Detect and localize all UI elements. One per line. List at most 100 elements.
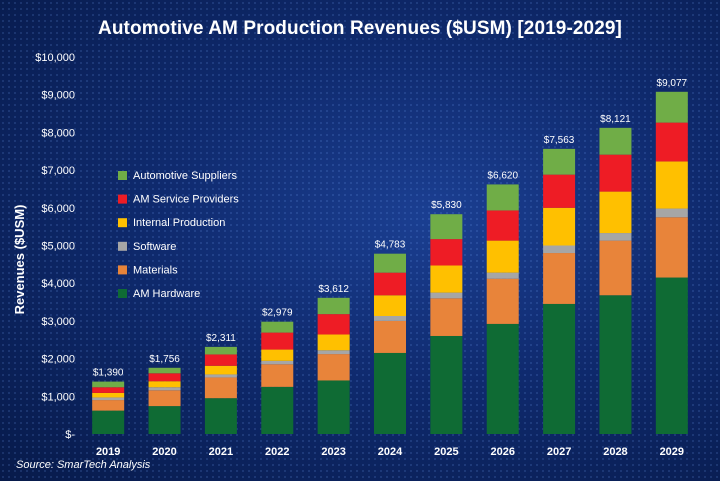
x-tick-label: 2029 bbox=[660, 446, 684, 458]
y-tick-label: $6,000 bbox=[41, 203, 75, 215]
bar-segment-automotive-suppliers bbox=[317, 297, 350, 315]
bar-total-label: $3,612 bbox=[318, 284, 349, 295]
bar-segment-am-service-providers bbox=[430, 239, 463, 266]
bar-segment-internal-production bbox=[430, 265, 463, 293]
bar-segment-software bbox=[430, 292, 463, 299]
bar-segment-software bbox=[655, 208, 688, 218]
bar-segment-am-hardware bbox=[148, 406, 181, 434]
bar-segment-software bbox=[374, 315, 406, 321]
bar-segment-software bbox=[92, 397, 125, 401]
bar-segment-internal-production bbox=[261, 349, 294, 361]
bar-segment-software bbox=[543, 245, 576, 254]
bar-segment-software bbox=[317, 350, 350, 355]
bar-total-label: $2,311 bbox=[206, 333, 236, 344]
chart-title: Automotive AM Production Revenues ($USM)… bbox=[98, 18, 622, 39]
bar-segment-automotive-suppliers bbox=[204, 346, 237, 355]
bar-segment-am-service-providers bbox=[374, 272, 406, 296]
bar-segment-am-hardware bbox=[655, 277, 688, 434]
bar-segment-am-hardware bbox=[317, 380, 350, 434]
bar-segment-software bbox=[599, 233, 632, 241]
y-axis-label: Revenues ($USM) bbox=[12, 205, 27, 315]
bar-segment-internal-production bbox=[148, 381, 181, 388]
bar-total-label: $5,830 bbox=[431, 200, 462, 211]
bar-segment-materials bbox=[655, 217, 688, 278]
bar-segment-am-hardware bbox=[261, 386, 294, 434]
legend-label: AM Hardware bbox=[133, 288, 200, 300]
legend-swatch bbox=[118, 241, 127, 251]
bar-segment-internal-production bbox=[655, 161, 688, 209]
bar-segment-am-hardware bbox=[486, 323, 519, 434]
y-tick-label: $4,000 bbox=[41, 278, 75, 290]
legend-label: Internal Production bbox=[133, 217, 225, 229]
bar-total-label: $6,620 bbox=[487, 170, 518, 181]
bar-total-label: $1,390 bbox=[93, 368, 124, 379]
legend-swatch bbox=[118, 194, 127, 204]
legend-swatch bbox=[118, 289, 127, 298]
bar-segment-materials bbox=[92, 400, 125, 411]
bar-segment-am-service-providers bbox=[599, 154, 632, 192]
bar-segment-am-hardware bbox=[204, 398, 237, 434]
bar-segment-automotive-suppliers bbox=[655, 91, 688, 123]
bar-segment-internal-production bbox=[599, 191, 632, 234]
legend-swatch bbox=[118, 171, 127, 180]
bar-segment-internal-production bbox=[486, 240, 519, 273]
x-tick-label: 2023 bbox=[321, 446, 345, 458]
bar-segment-software bbox=[204, 374, 237, 378]
bar-segment-automotive-suppliers bbox=[486, 184, 519, 211]
bar-segment-internal-production bbox=[374, 295, 406, 316]
bar-segment-materials bbox=[317, 354, 350, 381]
bar-total-label: $4,783 bbox=[375, 240, 406, 251]
x-tick-label: 2024 bbox=[378, 446, 403, 458]
bar-segment-internal-production bbox=[92, 392, 125, 398]
y-tick-label: $9,000 bbox=[41, 90, 75, 102]
bar-segment-automotive-suppliers bbox=[92, 381, 125, 388]
x-tick-label: 2021 bbox=[209, 446, 233, 458]
bar-segment-materials bbox=[599, 240, 632, 296]
legend-swatch bbox=[118, 218, 127, 228]
bar-segment-am-hardware bbox=[430, 335, 463, 434]
y-tick-label: $10,000 bbox=[35, 52, 75, 64]
bar-segment-am-service-providers bbox=[486, 210, 519, 241]
bar-segment-materials bbox=[486, 278, 519, 324]
y-tick-label: $1,000 bbox=[41, 391, 75, 403]
x-tick-label: 2022 bbox=[265, 446, 289, 458]
bar-segment-am-service-providers bbox=[92, 387, 125, 393]
bar-segment-am-service-providers bbox=[317, 314, 350, 335]
bar-total-label: $2,979 bbox=[262, 308, 293, 319]
bar-segment-automotive-suppliers bbox=[374, 253, 406, 273]
bar-segment-am-service-providers bbox=[204, 354, 237, 366]
bar-segment-internal-production bbox=[204, 365, 237, 375]
bar-segment-automotive-suppliers bbox=[148, 367, 181, 374]
bar-segment-materials bbox=[430, 298, 463, 336]
bar-segment-am-hardware bbox=[92, 410, 125, 434]
legend-label: AM Service Providers bbox=[133, 194, 239, 206]
y-tick-label: $8,000 bbox=[41, 127, 75, 139]
bar-segment-materials bbox=[374, 320, 406, 353]
bar-segment-automotive-suppliers bbox=[543, 148, 576, 175]
bar-segment-automotive-suppliers bbox=[261, 321, 294, 333]
bar-segment-internal-production bbox=[317, 334, 350, 351]
bar-total-label: $9,077 bbox=[657, 78, 688, 89]
x-tick-label: 2027 bbox=[547, 446, 571, 458]
bar-segment-software bbox=[486, 272, 519, 279]
bar-segment-am-service-providers bbox=[543, 174, 576, 208]
bar-segment-am-service-providers bbox=[655, 122, 688, 162]
legend-label: Materials bbox=[133, 264, 178, 276]
y-tick-label: $- bbox=[65, 429, 75, 441]
legend-label: Automotive Suppliers bbox=[133, 170, 237, 182]
x-tick-label: 2028 bbox=[603, 446, 627, 458]
bar-segment-materials bbox=[261, 364, 294, 387]
bar-total-label: $1,756 bbox=[149, 354, 180, 365]
bar-segment-automotive-suppliers bbox=[599, 127, 632, 155]
bar-segment-am-hardware bbox=[543, 303, 576, 434]
legend-swatch bbox=[118, 265, 127, 275]
y-tick-label: $3,000 bbox=[41, 316, 75, 328]
bar-segment-materials bbox=[543, 253, 576, 304]
bar-segment-software bbox=[148, 387, 181, 391]
y-tick-label: $2,000 bbox=[41, 354, 75, 366]
bar-segment-software bbox=[261, 360, 294, 365]
legend-label: Software bbox=[133, 241, 176, 253]
bar-segment-materials bbox=[148, 390, 181, 407]
